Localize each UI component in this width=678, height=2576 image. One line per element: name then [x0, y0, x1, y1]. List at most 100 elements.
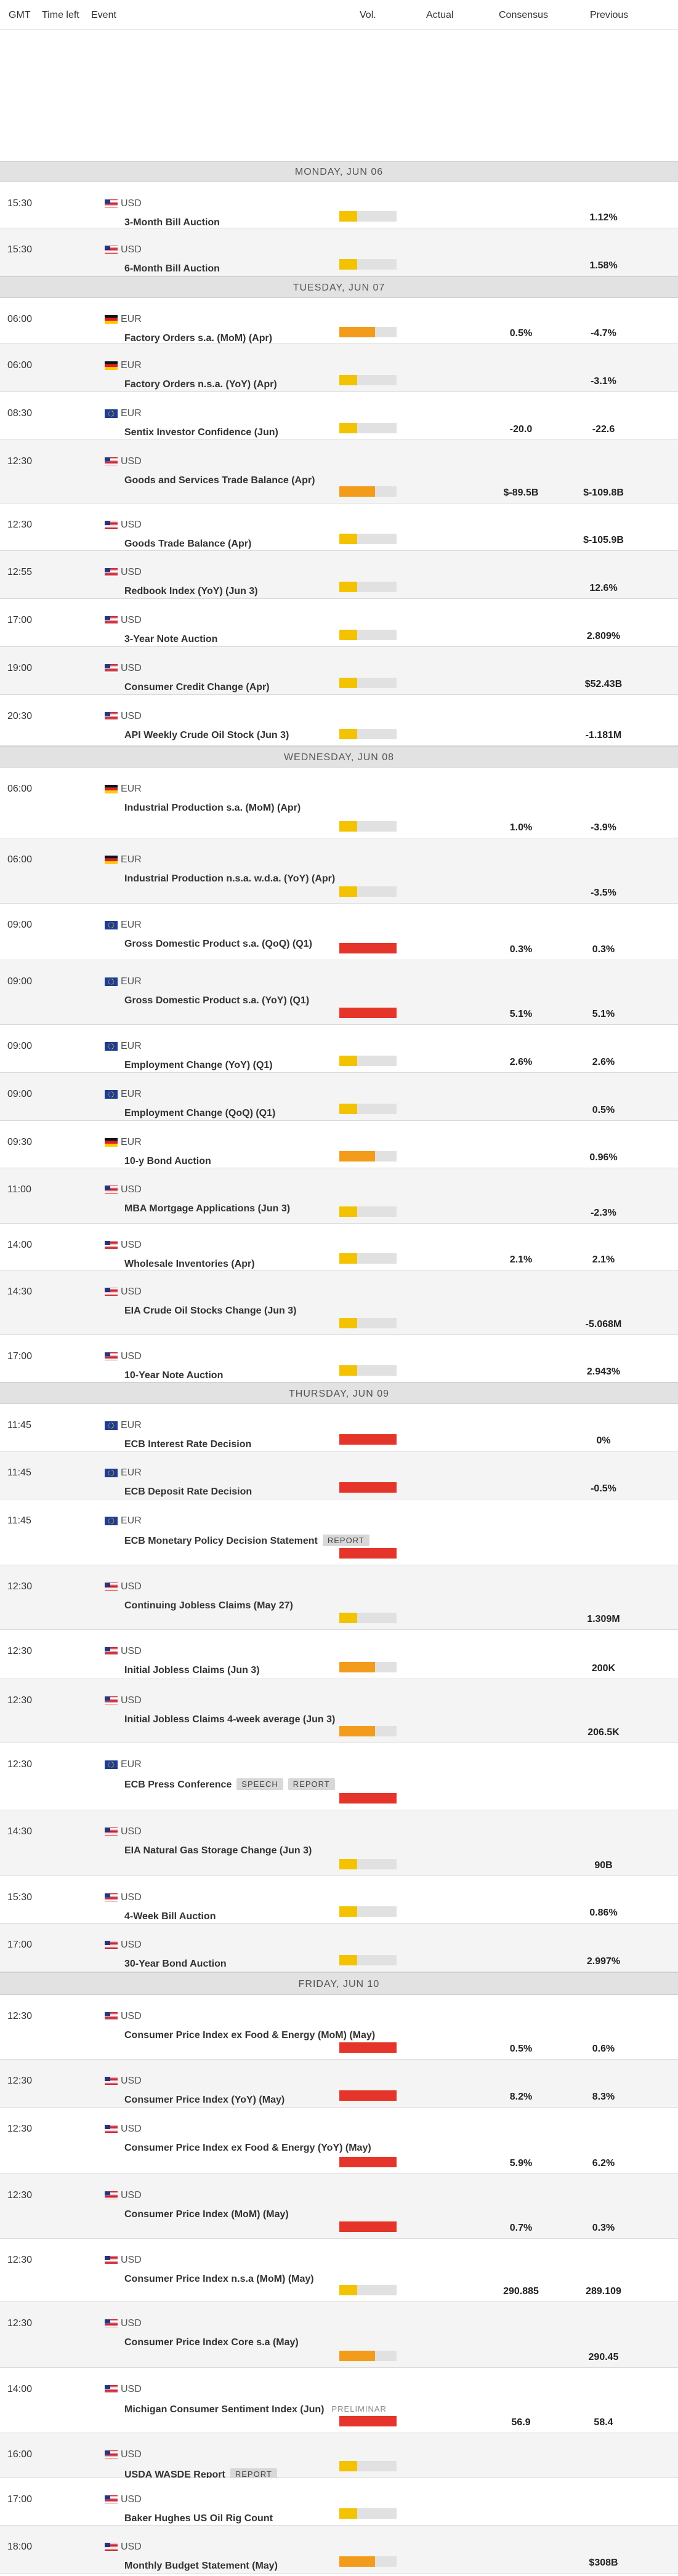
event-row[interactable]: 06:00 EUR Industrial Production s.a. (MoM)… — [0, 768, 678, 838]
event-name-text[interactable]: Factory Orders n.s.a. (YoY) (Apr) — [124, 379, 277, 390]
event-row[interactable]: 11:00 USD MBA Mortgage Applications (Jun 3… — [0, 1168, 678, 1224]
event-name[interactable]: Goods and Services Trade Balance (Apr) — [124, 475, 315, 486]
event-name[interactable]: ECB Monetary Policy Decision Statement RE… — [124, 1535, 369, 1547]
event-row[interactable]: 15:30 USD 3-Month Bill Auction 1.12% — [0, 182, 678, 228]
event-row[interactable]: 11:45 EUR ECB Deposit Rate Decision -0.5% — [0, 1451, 678, 1499]
event-name-text[interactable]: EIA Crude Oil Stocks Change (Jun 3) — [124, 1306, 297, 1316]
event-name-text[interactable]: Redbook Index (YoY) (Jun 3) — [124, 586, 258, 596]
event-name[interactable]: EIA Crude Oil Stocks Change (Jun 3) — [124, 1306, 296, 1317]
event-name-text[interactable]: API Weekly Crude Oil Stock (Jun 3) — [124, 730, 289, 740]
event-name-text[interactable]: Consumer Price Index Core s.a (May) — [124, 2337, 299, 2348]
event-name-text[interactable]: 10-Year Note Auction — [124, 1370, 224, 1381]
event-name-text[interactable]: Consumer Price Index (YoY) (May) — [124, 2095, 285, 2105]
event-name-text[interactable]: Industrial Production n.s.a. w.d.a. (YoY… — [124, 873, 336, 884]
speech-tag[interactable]: SPEECH — [236, 1778, 283, 1790]
event-row[interactable]: 17:00 USD 30-Year Bond Auction 2.997% — [0, 1924, 678, 1972]
event-row[interactable]: 12:30 USD Consumer Price Index (YoY) (May)… — [0, 2060, 678, 2108]
event-name-text[interactable]: Factory Orders s.a. (MoM) (Apr) — [124, 333, 273, 343]
event-name[interactable]: Continuing Jobless Claims (May 27) — [124, 1600, 293, 1611]
event-name-text[interactable]: 30-Year Bond Auction — [124, 1959, 227, 1969]
event-name[interactable]: ECB Press Conference SPEECH REPORT — [124, 1778, 335, 1791]
event-name[interactable]: MBA Mortgage Applications (Jun 3) — [124, 1203, 290, 1214]
event-name-text[interactable]: Consumer Price Index ex Food & Energy (Y… — [124, 2143, 371, 2153]
report-tag[interactable]: REPORT — [322, 1535, 369, 1546]
event-row[interactable]: 15:30 USD 6-Month Bill Auction 1.58% — [0, 228, 678, 276]
event-name-text[interactable]: Goods Trade Balance (Apr) — [124, 539, 252, 549]
event-name-text[interactable]: Industrial Production s.a. (MoM) (Apr) — [124, 803, 301, 813]
event-name-text[interactable]: 6-Month Bill Auction — [124, 263, 220, 274]
event-name[interactable]: 3-Year Note Auction — [124, 634, 217, 645]
event-name[interactable]: Employment Change (QoQ) (Q1) — [124, 1108, 275, 1119]
event-row[interactable]: 12:30 USD Goods and Services Trade Balance… — [0, 440, 678, 504]
event-name-text[interactable]: ECB Monetary Policy Decision Statement — [124, 1536, 318, 1546]
event-name-text[interactable]: Wholesale Inventories (Apr) — [124, 1259, 255, 1269]
event-name-text[interactable]: Initial Jobless Claims (Jun 3) — [124, 1665, 260, 1675]
event-name-text[interactable]: Goods and Services Trade Balance (Apr) — [124, 475, 315, 486]
event-row[interactable]: 06:00 EUR Industrial Production n.s.a. w.d… — [0, 838, 678, 904]
event-row[interactable]: 18:00 USD Monthly Budget Statement (May) $3… — [0, 2526, 678, 2574]
event-name[interactable]: EIA Natural Gas Storage Change (Jun 3) — [124, 1845, 312, 1856]
event-name[interactable]: Consumer Price Index ex Food & Energy (M… — [124, 2030, 375, 2041]
event-name[interactable]: 6-Month Bill Auction — [124, 263, 220, 275]
event-name-text[interactable]: Monthly Budget Statement (May) — [124, 2561, 278, 2571]
event-row[interactable]: 06:00 EUR Factory Orders s.a. (MoM) (Apr) 0… — [0, 298, 678, 344]
event-name-text[interactable]: USDA WASDE Report — [124, 2470, 225, 2480]
event-row[interactable]: 12:30 USD Consumer Price Index ex Food & E… — [0, 2108, 678, 2174]
event-name-text[interactable]: 3-Month Bill Auction — [124, 217, 220, 228]
event-row[interactable]: 14:00 USD Wholesale Inventories (Apr) 2.1% 2… — [0, 1224, 678, 1270]
event-name[interactable]: Initial Jobless Claims (Jun 3) — [124, 1665, 260, 1676]
event-row[interactable]: 15:30 USD 4-Week Bill Auction 0.86% — [0, 1876, 678, 1924]
event-name[interactable]: Initial Jobless Claims 4-week average (J… — [124, 1714, 335, 1725]
event-name-text[interactable]: Baker Hughes US Oil Rig Count — [124, 2513, 273, 2524]
event-name[interactable]: Consumer Price Index ex Food & Energy (Y… — [124, 2143, 371, 2154]
report-tag[interactable]: REPORT — [230, 2468, 277, 2480]
event-name-text[interactable]: Michigan Consumer Sentiment Index (Jun) — [124, 2404, 325, 2415]
event-name[interactable]: Consumer Price Index Core s.a (May) — [124, 2337, 299, 2348]
event-row[interactable]: 11:45 EUR ECB Interest Rate Decision 0% — [0, 1404, 678, 1451]
event-row[interactable]: 14:00 USD Michigan Consumer Sentiment Inde… — [0, 2368, 678, 2433]
report-tag[interactable]: REPORT — [288, 1778, 335, 1790]
event-row[interactable]: 09:00 EUR Employment Change (YoY) (Q1) 2.6%… — [0, 1025, 678, 1073]
event-row[interactable]: 12:30 USD Initial Jobless Claims 4-week av… — [0, 1679, 678, 1743]
event-row[interactable]: 12:30 USD Consumer Price Index Core s.a (M… — [0, 2302, 678, 2368]
event-name[interactable]: Factory Orders s.a. (MoM) (Apr) — [124, 333, 272, 344]
event-name-text[interactable]: Consumer Price Index ex Food & Energy (M… — [124, 2030, 376, 2040]
event-row[interactable]: 09:00 EUR Gross Domestic Product s.a. (YoY… — [0, 960, 678, 1025]
event-row[interactable]: 09:30 EUR 10-y Bond Auction 0.96% — [0, 1121, 678, 1168]
event-name-text[interactable]: Gross Domestic Product s.a. (YoY) (Q1) — [124, 995, 310, 1006]
event-name-text[interactable]: Employment Change (QoQ) (Q1) — [124, 1108, 276, 1118]
event-name-text[interactable]: 3-Year Note Auction — [124, 634, 218, 644]
event-name[interactable]: Michigan Consumer Sentiment Index (Jun) P… — [124, 2403, 392, 2415]
event-name-text[interactable]: MBA Mortgage Applications (Jun 3) — [124, 1203, 291, 1214]
event-name[interactable]: 30-Year Bond Auction — [124, 1959, 227, 1970]
event-name[interactable]: Consumer Price Index (MoM) (May) — [124, 2209, 289, 2220]
event-name[interactable]: Monthly Budget Statement (May) — [124, 2561, 278, 2572]
event-row[interactable]: 16:00 USD USDA WASDE Report REPORT — [0, 2433, 678, 2480]
event-row[interactable]: 12:30 USD Goods Trade Balance (Apr) $-105.9… — [0, 504, 678, 551]
event-name-text[interactable]: 10-y Bond Auction — [124, 1156, 211, 1166]
event-name[interactable]: 10-Year Note Auction — [124, 1370, 223, 1381]
event-row[interactable]: 09:00 EUR Gross Domestic Product s.a. (QoQ… — [0, 904, 678, 960]
event-row[interactable]: 17:00 USD Baker Hughes US Oil Rig Count — [0, 2478, 678, 2526]
event-row[interactable]: 12:30 USD Initial Jobless Claims (Jun 3) 20… — [0, 1630, 678, 1679]
event-name-text[interactable]: EIA Natural Gas Storage Change (Jun 3) — [124, 1845, 312, 1856]
event-name[interactable]: Consumer Price Index (YoY) (May) — [124, 2095, 285, 2106]
event-name-text[interactable]: Consumer Credit Change (Apr) — [124, 682, 270, 692]
event-name[interactable]: Industrial Production n.s.a. w.d.a. (YoY… — [124, 873, 335, 885]
event-row[interactable]: 19:00 USD Consumer Credit Change (Apr) $52.… — [0, 647, 678, 695]
event-name[interactable]: 4-Week Bill Auction — [124, 1911, 216, 1922]
event-name-text[interactable]: ECB Press Conference — [124, 1780, 232, 1790]
event-name-text[interactable]: Consumer Price Index n.s.a (MoM) (May) — [124, 2274, 314, 2284]
event-name[interactable]: 10-y Bond Auction — [124, 1156, 211, 1167]
event-row[interactable]: 08:30 EUR Sentix Investor Confidence (Jun)… — [0, 392, 678, 440]
event-name-text[interactable]: Initial Jobless Claims 4-week average (J… — [124, 1714, 336, 1725]
event-name[interactable]: Consumer Price Index n.s.a (MoM) (May) — [124, 2274, 314, 2285]
event-name[interactable]: Gross Domestic Product s.a. (QoQ) (Q1) — [124, 939, 312, 950]
event-name[interactable]: Wholesale Inventories (Apr) — [124, 1259, 255, 1270]
event-row[interactable]: 06:00 EUR Factory Orders n.s.a. (YoY) (Apr… — [0, 344, 678, 392]
event-name[interactable]: Goods Trade Balance (Apr) — [124, 539, 251, 550]
event-row[interactable]: 09:00 EUR Employment Change (QoQ) (Q1) 0.5% — [0, 1073, 678, 1121]
event-row[interactable]: 12:30 USD Continuing Jobless Claims (May 2… — [0, 1565, 678, 1630]
event-row[interactable]: 12:30 USD Consumer Price Index ex Food & E… — [0, 1995, 678, 2060]
event-name[interactable]: Consumer Credit Change (Apr) — [124, 682, 270, 693]
